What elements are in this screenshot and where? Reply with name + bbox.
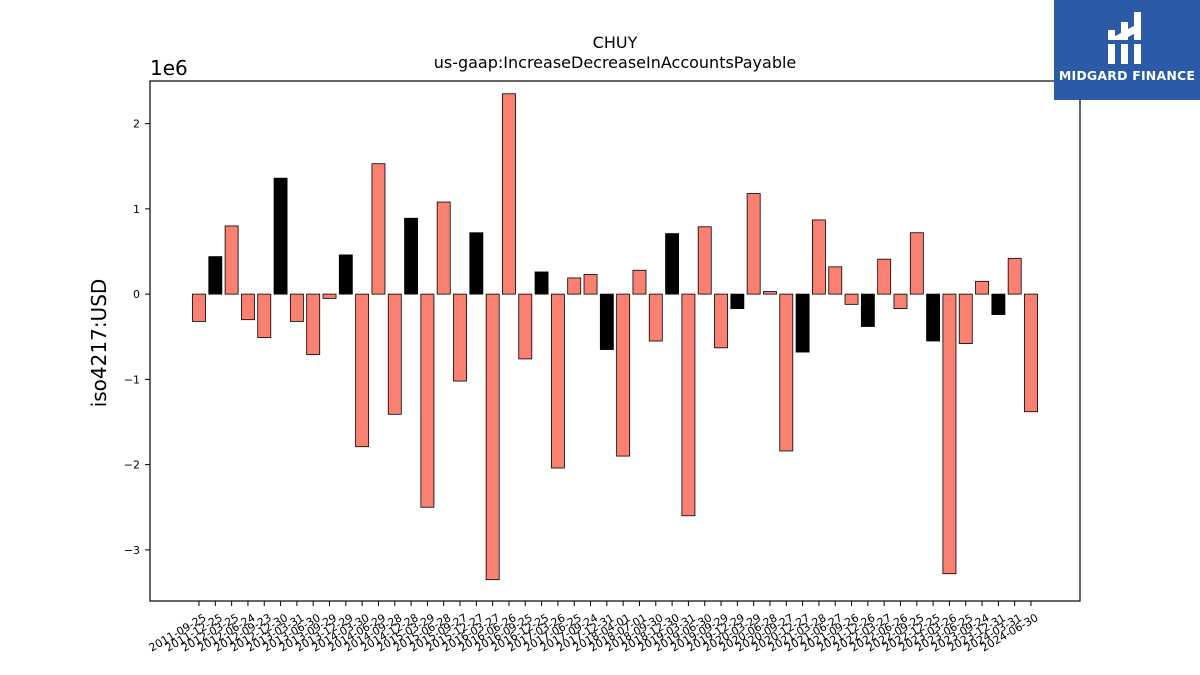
bar-2013-09-29 bbox=[322, 293, 337, 299]
bar-2020-06-28 bbox=[763, 291, 777, 295]
bar-2020-12-27 bbox=[795, 293, 810, 353]
bar-2014-12-28 bbox=[404, 217, 419, 295]
y-tick-label: 0 bbox=[133, 288, 140, 301]
bar-2023-03-26 bbox=[942, 293, 957, 575]
x-axis-ticks: 2011-09-252011-12-252012-03-252012-06-24… bbox=[147, 601, 1041, 654]
bar-2021-06-27 bbox=[828, 266, 843, 295]
bar-2023-06-25 bbox=[958, 293, 973, 344]
bar-2016-06-26 bbox=[502, 93, 516, 295]
bar-2013-06-30 bbox=[306, 293, 321, 356]
bar-2012-09-23 bbox=[257, 293, 272, 338]
bar-2015-09-27 bbox=[453, 293, 467, 382]
brand-logo-icon bbox=[1104, 12, 1150, 64]
bar-2017-09-24 bbox=[583, 274, 598, 295]
bar-2016-09-25 bbox=[518, 293, 533, 360]
bar-2014-09-28 bbox=[387, 293, 402, 415]
y-tick-label: 1 bbox=[133, 203, 140, 216]
bar-2014-06-29 bbox=[371, 163, 386, 295]
y-scale-label: 1e6 bbox=[150, 56, 188, 80]
plot-frame bbox=[149, 80, 1081, 602]
bar-2013-03-31 bbox=[289, 293, 304, 322]
bar-2016-12-25 bbox=[534, 271, 549, 295]
bar-2015-06-28 bbox=[436, 201, 451, 295]
bar-2021-03-28 bbox=[811, 219, 826, 295]
bar-2017-03-26 bbox=[550, 293, 565, 469]
bar-2022-12-25 bbox=[926, 293, 941, 342]
y-axis-label: iso4217:USD bbox=[87, 279, 111, 408]
bar-2016-03-27 bbox=[485, 293, 500, 581]
bar-2022-06-26 bbox=[893, 293, 908, 310]
chart-subtitle: us-gaap:IncreaseDecreaseInAccountsPayabl… bbox=[434, 53, 797, 72]
bar-2015-12-27 bbox=[469, 232, 484, 295]
y-axis-ticks: −3 −2 −1 0 1 2 bbox=[124, 118, 150, 557]
bar-2012-12-30 bbox=[273, 177, 288, 295]
bar-2019-06-30 bbox=[697, 226, 712, 295]
y-tick-label: 2 bbox=[133, 118, 140, 131]
bar-2018-12-30 bbox=[665, 233, 680, 295]
bar-2015-03-29 bbox=[420, 293, 435, 508]
bar-2023-09-24 bbox=[975, 280, 989, 295]
bar-2024-03-31 bbox=[1007, 257, 1022, 295]
bar-2013-12-29 bbox=[338, 254, 353, 295]
bar-2023-12-31 bbox=[991, 293, 1006, 315]
bar-2018-04-01 bbox=[616, 293, 631, 457]
bar-2018-07-01 bbox=[632, 269, 647, 295]
bar-2019-12-29 bbox=[730, 293, 745, 310]
y-tick-label: −3 bbox=[124, 544, 140, 557]
bar-2018-09-30 bbox=[648, 293, 663, 342]
bar-2011-09-25 bbox=[192, 293, 206, 322]
bar-2011-12-25 bbox=[208, 256, 223, 295]
bar-2019-03-31 bbox=[681, 293, 696, 517]
bar-2017-12-31 bbox=[599, 293, 614, 350]
brand-logo: MIDGARD FINANCE bbox=[1054, 0, 1200, 100]
bar-2020-03-29 bbox=[746, 193, 761, 295]
bar-2021-09-26 bbox=[844, 293, 859, 305]
bar-2022-03-27 bbox=[877, 258, 892, 295]
bar-2021-12-26 bbox=[860, 293, 875, 327]
bar-2017-06-25 bbox=[567, 277, 582, 295]
y-tick-label: −2 bbox=[124, 459, 140, 472]
bar-2012-06-24 bbox=[241, 293, 255, 321]
bar-2024-06-30 bbox=[1024, 293, 1038, 413]
bars-group bbox=[192, 93, 1038, 581]
bar-2014-03-30 bbox=[355, 293, 370, 448]
chart-title: CHUY bbox=[593, 33, 638, 52]
y-tick-label: −1 bbox=[124, 373, 140, 386]
bar-2022-09-25 bbox=[909, 232, 924, 295]
bar-2012-03-25 bbox=[224, 225, 239, 295]
bar-2020-09-27 bbox=[779, 293, 794, 452]
brand-logo-text: MIDGARD FINANCE bbox=[1058, 68, 1196, 83]
bar-2019-09-29 bbox=[714, 293, 728, 349]
